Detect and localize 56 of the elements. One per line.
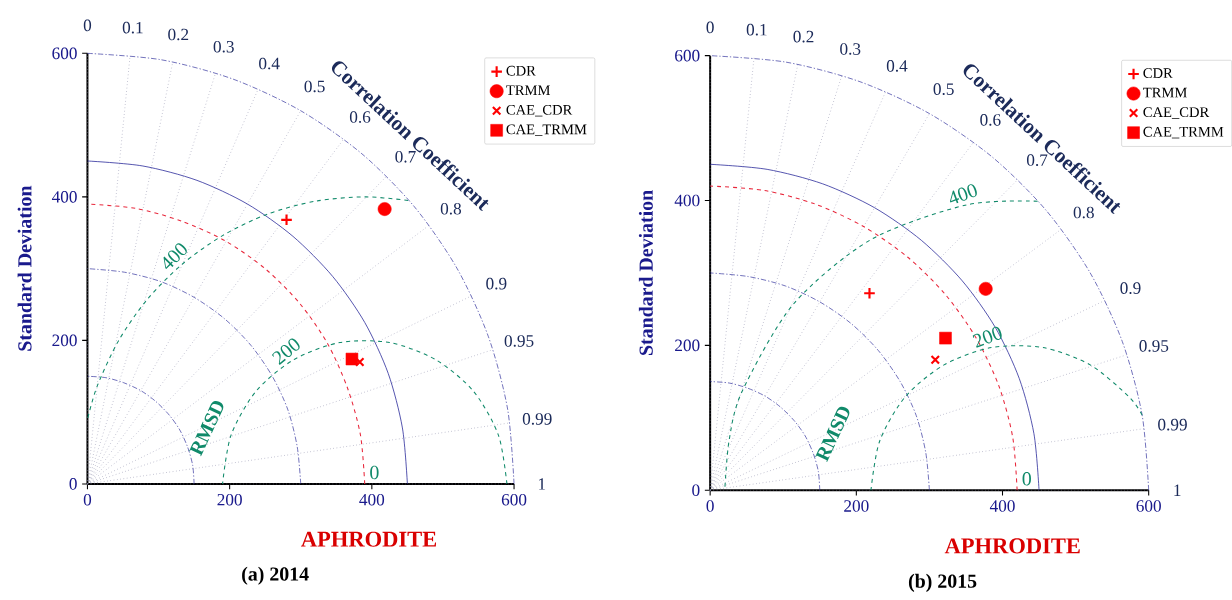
text: 0.99: [1158, 418, 1187, 431]
text: (b) 2015: [908, 573, 977, 592]
annotation: 0.95: [504, 335, 534, 347]
y-tick-label: 400: [674, 194, 700, 207]
legend-label: CAE_TRMM: [506, 124, 587, 136]
legend-label: TRMM: [1143, 87, 1187, 98]
y-axis-title: Standard Deviation: [638, 190, 653, 355]
annotation: 0.5: [304, 80, 325, 93]
text: (a) 2014: [242, 566, 309, 585]
text: 0.3: [213, 40, 234, 53]
y-tick-label: 0: [692, 484, 700, 496]
annotation: 0.95: [1139, 340, 1169, 352]
x-tick-label: 200: [844, 500, 869, 512]
text: 0.1: [746, 23, 767, 36]
legend-label: CAE_TRMM: [1143, 126, 1224, 139]
annotation: 200: [271, 338, 300, 365]
x-tick-label: 0: [706, 500, 714, 512]
x-tick-label: 600: [501, 493, 527, 506]
legend-label: CAE_CDR: [506, 104, 573, 117]
x-tick-label: 400: [359, 493, 385, 506]
y-tick-label: 400: [51, 190, 77, 203]
x-tick-label: 600: [1136, 500, 1161, 512]
x-tick-label: 200: [217, 493, 242, 506]
legend-label: CDR: [1143, 68, 1173, 78]
x-axis-title: APHRODITE: [301, 531, 437, 547]
y-axis-title: Standard Deviation: [17, 185, 32, 351]
legend-label: CAE_CDR: [1143, 107, 1210, 119]
annotation: 0.9: [486, 277, 507, 290]
y-tick-label: 200: [675, 339, 700, 352]
y-tick-label: 600: [52, 47, 77, 60]
annotation: 0.9: [1120, 282, 1141, 294]
text: 0: [83, 19, 92, 32]
y-tick-label: 0: [69, 478, 77, 490]
annotation: 0: [370, 465, 379, 480]
x-tick-label: 400: [989, 500, 1015, 512]
y-tick-label: 200: [52, 334, 77, 347]
annotation: 0.5: [933, 83, 954, 95]
annotation: 0.4: [259, 57, 280, 70]
x-axis-title: APHRODITE: [944, 538, 1080, 554]
text: 0.2: [168, 28, 189, 41]
text: 1: [1174, 484, 1181, 496]
annotation: 400: [949, 184, 977, 204]
text: 0.2: [793, 30, 814, 43]
y-tick-label: 600: [675, 49, 700, 62]
text: 1: [538, 478, 546, 490]
legend-label: CDR: [506, 65, 536, 76]
annotation: 200: [972, 326, 1002, 348]
x-tick-label: 0: [83, 493, 92, 506]
annotation: 0.4: [886, 60, 908, 72]
text: 0.1: [122, 21, 143, 34]
text: 0.3: [840, 43, 861, 55]
text: 0: [706, 21, 714, 34]
annotation: 0: [1022, 472, 1031, 486]
legend-label: TRMM: [506, 85, 551, 95]
annotation: 400: [163, 243, 187, 270]
text: 0.99: [522, 413, 552, 425]
